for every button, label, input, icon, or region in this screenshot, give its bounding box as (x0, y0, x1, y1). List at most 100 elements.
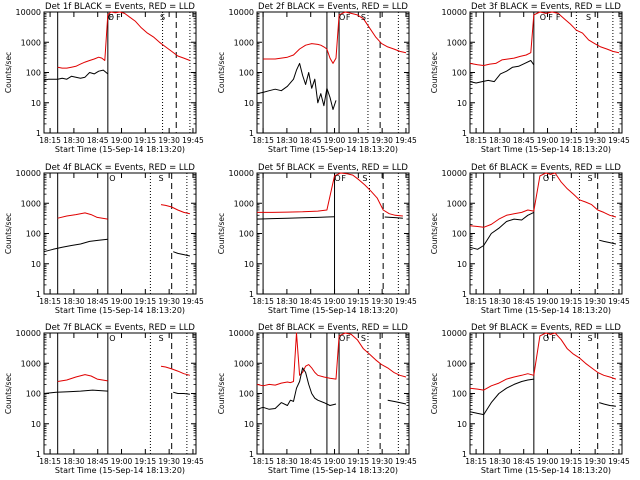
y-axis-label: Counts/sec (430, 52, 439, 93)
series-line-lld (256, 332, 407, 387)
chart-title: Det 6f BLACK = Events, RED = LLD (471, 163, 621, 173)
chart-panel-9f: Det 9f BLACK = Events, RED = LLD Start Ti… (430, 323, 630, 475)
series-line-events (43, 238, 108, 253)
x-tick-label: 19:45 (395, 136, 417, 145)
x-tick-label: 19:15 (135, 457, 157, 466)
y-tick-label: 1000 (234, 359, 254, 368)
x-tick-label: 19:30 (158, 457, 180, 466)
x-tick-label: 19:45 (608, 297, 630, 306)
plot-frame (43, 11, 197, 134)
chart-title: Det 2f BLACK = Events, RED = LLD (258, 2, 408, 12)
chart-title: Det 1f BLACK = Events, RED = LLD (45, 2, 195, 12)
x-axis-label: Start Time (15-Sep-14 18:13:20) (481, 145, 611, 154)
y-tick-label: 100 (452, 230, 467, 239)
x-tick-label: 18:45 (87, 457, 109, 466)
y-tick-label: 10 (31, 420, 41, 429)
y-axis-label: Counts/sec (217, 373, 226, 414)
y-tick-label: 10 (457, 260, 467, 269)
x-axis-label: Start Time (15-Sep-14 18:13:20) (55, 306, 185, 315)
y-tick-label: 100 (452, 69, 467, 78)
y-tick-label: 10 (244, 99, 254, 108)
y-tick-label: 10 (31, 260, 41, 269)
y-tick-label: 1 (462, 450, 467, 459)
x-tick-label: 19:00 (111, 136, 133, 145)
x-axis-label: Start Time (15-Sep-14 18:13:20) (268, 145, 398, 154)
x-tick-label: 18:15 (465, 457, 487, 466)
y-axis-label: Counts/sec (217, 52, 226, 93)
x-tick-label: 19:30 (371, 136, 393, 145)
annotation-label: O (543, 334, 549, 343)
x-tick-label: 19:15 (561, 136, 583, 145)
y-tick-label: 100 (239, 390, 254, 399)
series-line-lld (160, 204, 191, 215)
y-tick-label: 1000 (21, 199, 41, 208)
y-tick-label: 10 (31, 99, 41, 108)
y-tick-label: 1 (249, 290, 254, 299)
x-tick-label: 18:15 (252, 297, 274, 306)
x-tick-label: 19:30 (371, 457, 393, 466)
annotation-label: O (540, 13, 546, 22)
y-tick-label: 10 (457, 420, 467, 429)
y-tick-label: 1000 (21, 38, 41, 47)
annotation-label: S (361, 334, 366, 343)
y-axis-label: Counts/sec (4, 213, 13, 254)
y-tick-label: 10 (244, 420, 254, 429)
chart-panel-5f: Det 5f BLACK = Events, RED = LLD Start Ti… (217, 163, 417, 315)
y-axis-label: Counts/sec (430, 213, 439, 254)
x-tick-label: 19:45 (608, 136, 630, 145)
annotation-label: O (543, 174, 549, 183)
annotation-label: S (588, 334, 593, 343)
x-tick-label: 19:00 (111, 297, 133, 306)
y-tick-label: 1 (36, 129, 41, 138)
annotation-label: O (109, 174, 115, 183)
x-tick-label: 19:15 (348, 136, 370, 145)
annotation-label: F (551, 334, 556, 343)
y-tick-label: 10000 (229, 329, 254, 338)
chart-panel-4f: Det 4f BLACK = Events, RED = LLD Start Ti… (4, 163, 204, 315)
series-line-events (43, 389, 108, 394)
chart-title: Det 7f BLACK = Events, RED = LLD (45, 323, 195, 333)
x-tick-label: 18:45 (513, 297, 535, 306)
series-line-events (173, 251, 191, 257)
series-line-events (469, 60, 535, 84)
annotation-label: S (159, 334, 164, 343)
series-line-lld (57, 11, 191, 69)
y-tick-label: 1 (249, 129, 254, 138)
y-tick-label: 100 (26, 390, 41, 399)
x-tick-label: 18:30 (489, 457, 511, 466)
x-axis-label: Start Time (15-Sep-14 18:13:20) (268, 466, 398, 475)
y-tick-label: 1 (462, 290, 467, 299)
y-tick-label: 1000 (447, 199, 467, 208)
x-tick-label: 18:15 (39, 297, 61, 306)
x-tick-label: 18:15 (252, 457, 274, 466)
y-tick-label: 100 (239, 230, 254, 239)
series-line-events (256, 216, 335, 220)
x-tick-label: 18:15 (465, 297, 487, 306)
annotation-label: S (362, 174, 367, 183)
annotation-label: F (556, 13, 561, 22)
y-tick-label: 10 (244, 260, 254, 269)
y-tick-label: 10000 (442, 169, 467, 178)
y-tick-label: 10 (457, 99, 467, 108)
chart-title: Det 8f BLACK = Events, RED = LLD (258, 323, 408, 333)
x-tick-label: 19:45 (608, 457, 630, 466)
series-line-lld (57, 212, 108, 220)
x-tick-label: 19:30 (158, 297, 180, 306)
annotation-label: S (361, 13, 366, 22)
y-tick-label: 10000 (229, 169, 254, 178)
chart-title: Det 5f BLACK = Events, RED = LLD (258, 163, 408, 173)
x-tick-label: 19:00 (324, 297, 346, 306)
series-line-events (387, 399, 407, 405)
y-tick-label: 1 (36, 290, 41, 299)
x-tick-label: 19:45 (182, 136, 204, 145)
x-tick-label: 19:00 (111, 457, 133, 466)
y-tick-label: 100 (26, 69, 41, 78)
x-axis-label: Start Time (15-Sep-14 18:13:20) (268, 306, 398, 315)
series-line-lld (160, 365, 191, 376)
annotation-label: S (159, 174, 164, 183)
x-axis-label: Start Time (15-Sep-14 18:13:20) (481, 306, 611, 315)
annotation-label: F (346, 13, 351, 22)
chart-panel-3f: Det 3f BLACK = Events, RED = LLD Start Ti… (430, 2, 630, 154)
y-axis-label: Counts/sec (4, 52, 13, 93)
y-tick-label: 10000 (442, 329, 467, 338)
